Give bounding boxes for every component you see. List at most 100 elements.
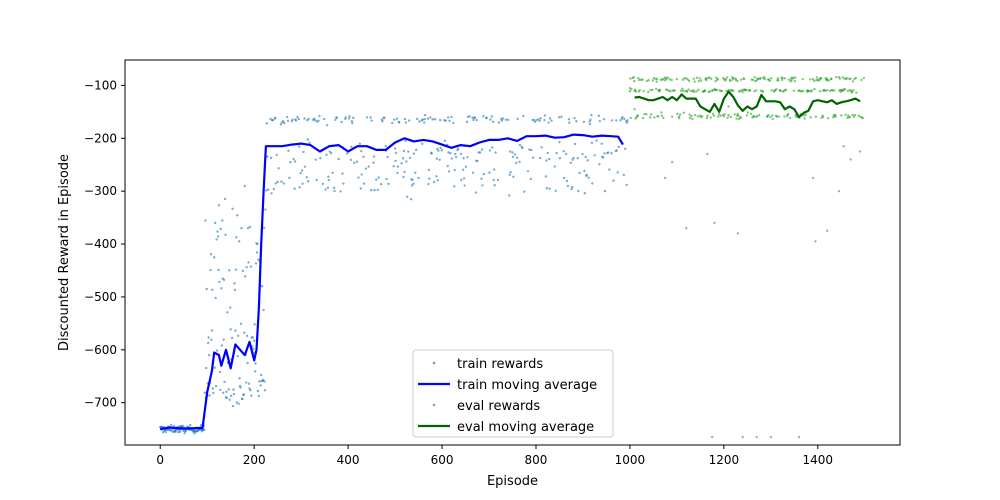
reward-point (538, 119, 541, 123)
reward-point (369, 188, 373, 192)
legend: train rewards train moving average eval re… (412, 349, 614, 438)
reward-point (825, 229, 829, 233)
reward-point (612, 179, 615, 182)
reward-point (332, 186, 336, 190)
reward-point (670, 160, 674, 164)
reward-point (648, 116, 652, 119)
reward-point (267, 188, 270, 191)
reward-point (797, 435, 801, 439)
reward-point (307, 117, 310, 121)
reward-point (242, 393, 246, 396)
reward-point (226, 311, 229, 314)
reward-point (621, 115, 624, 119)
reward-point (256, 242, 259, 246)
reward-point (558, 157, 562, 160)
reward-point (218, 370, 222, 374)
x-tick-label: 1200 (709, 453, 740, 467)
reward-point (632, 76, 635, 79)
reward-point (377, 176, 380, 179)
reward-point (602, 118, 606, 121)
reward-point (681, 87, 684, 90)
reward-point (715, 88, 719, 92)
reward-point (229, 394, 233, 398)
reward-point (583, 192, 587, 195)
reward-point (449, 152, 452, 155)
reward-point (530, 148, 533, 152)
reward-point (349, 158, 353, 162)
reward-point (265, 122, 269, 125)
reward-point (814, 240, 817, 243)
reward-point (645, 79, 649, 83)
reward-point (666, 76, 670, 79)
reward-point (453, 168, 456, 172)
reward-point (793, 80, 796, 83)
reward-point (645, 112, 648, 116)
reward-point (233, 282, 236, 285)
reward-point (232, 388, 235, 391)
reward-point (813, 87, 816, 91)
reward-point (491, 146, 494, 149)
reward-point (719, 114, 722, 117)
reward-point (384, 144, 387, 148)
reward-point (172, 424, 176, 428)
reward-point (590, 141, 594, 145)
reward-point (753, 90, 756, 93)
reward-point (821, 115, 825, 119)
reward-point (641, 78, 644, 81)
reward-point (325, 123, 329, 127)
reward-point (289, 161, 292, 164)
reward-point (548, 187, 551, 190)
reward-point (362, 182, 366, 185)
reward-point (570, 185, 574, 189)
reward-point (440, 148, 444, 152)
reward-point (431, 118, 434, 121)
reward-point (717, 112, 721, 116)
reward-point (234, 329, 237, 332)
reward-point (689, 89, 693, 93)
reward-point (342, 182, 345, 185)
reward-point (687, 88, 690, 91)
reward-point (531, 156, 535, 159)
reward-point (476, 159, 479, 163)
reward-point (481, 184, 484, 187)
reward-point (636, 114, 640, 118)
reward-point (834, 75, 838, 79)
reward-point (560, 115, 563, 119)
reward-point (683, 77, 686, 80)
reward-point (701, 115, 704, 118)
reward-point (741, 435, 744, 439)
reward-point (528, 148, 531, 151)
moving-average-line (160, 133, 624, 431)
reward-point (427, 182, 430, 186)
reward-point (421, 118, 424, 121)
reward-point (688, 116, 692, 120)
reward-point (489, 118, 492, 121)
reward-point (315, 178, 318, 182)
reward-point (468, 115, 471, 118)
reward-point (287, 149, 290, 152)
reward-point (589, 118, 592, 122)
reward-point (617, 145, 620, 149)
reward-point (545, 159, 548, 162)
reward-point (228, 269, 231, 272)
reward-point (518, 143, 522, 147)
reward-point (365, 116, 369, 119)
reward-point (713, 221, 716, 225)
reward-point (357, 176, 360, 179)
reward-point (693, 80, 696, 83)
reward-point (838, 77, 842, 80)
reward-point (367, 165, 370, 168)
reward-point (448, 119, 451, 123)
reward-point (593, 154, 596, 157)
y-tick-label: −600 (84, 343, 117, 357)
reward-point (262, 226, 266, 229)
reward-point (508, 194, 511, 197)
reward-point (843, 87, 847, 91)
reward-point (628, 90, 632, 93)
reward-point (535, 119, 538, 122)
reward-point (337, 157, 340, 161)
reward-point (695, 76, 699, 79)
reward-point (700, 79, 703, 82)
reward-point (792, 77, 795, 80)
reward-point (303, 165, 307, 168)
